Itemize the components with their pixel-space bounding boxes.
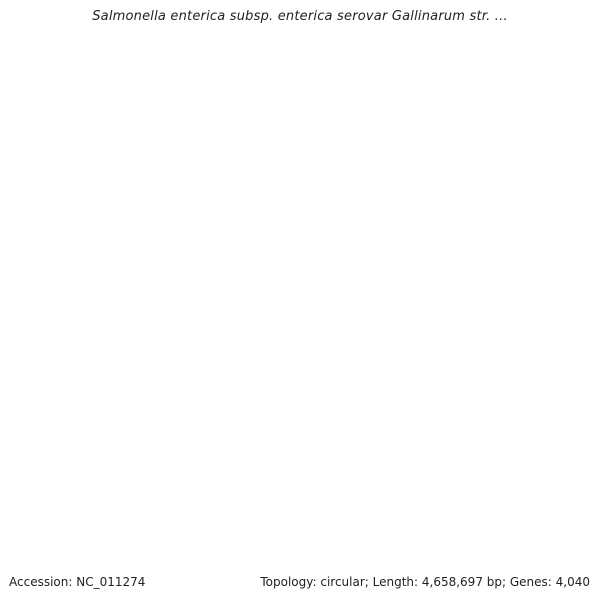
genome-stats-label: Topology: circular; Length: 4,658,697 bp… (260, 575, 590, 589)
map-title: Salmonella enterica subsp. enterica sero… (92, 9, 508, 24)
accession-label: Accession: NC_011274 (9, 575, 146, 589)
